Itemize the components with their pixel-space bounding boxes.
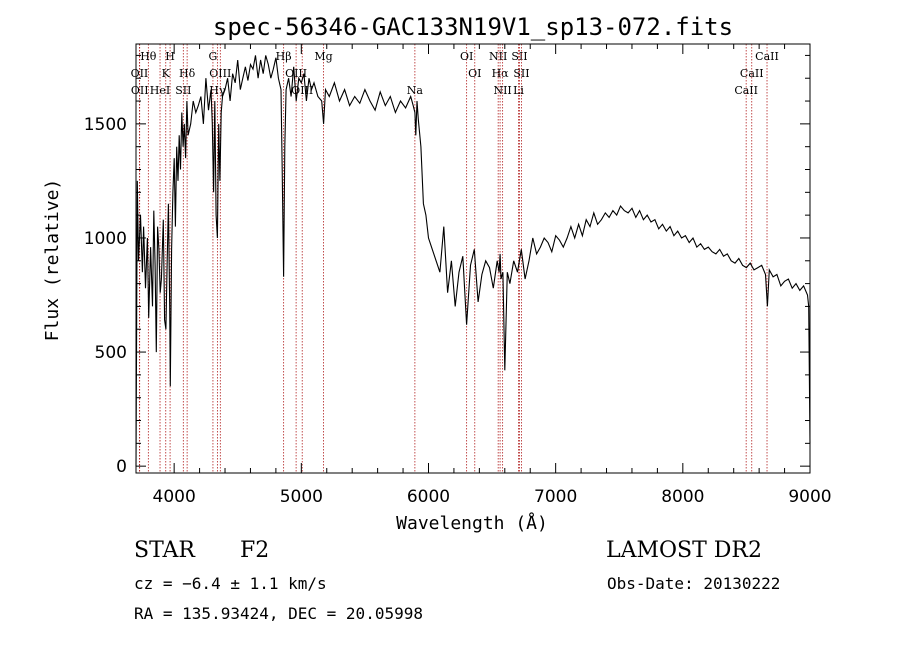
marker-label: Hδ — [179, 67, 196, 80]
y-axis-label: Flux (relative) — [42, 179, 63, 342]
marker-label: Hβ — [276, 50, 292, 63]
marker-label: OII — [131, 67, 149, 80]
x-tick-label: 4000 — [153, 487, 196, 507]
marker-label: K — [162, 67, 171, 80]
chart-title: spec-56346-GAC133N19V1_sp13-072.fits — [213, 13, 733, 41]
y-tick-label: 500 — [95, 343, 127, 363]
x-tick-label: 7000 — [534, 487, 577, 507]
redshift-cz: cz = −6.4 ± 1.1 km/s — [134, 574, 327, 593]
spectrum-line — [135, 55, 811, 467]
marker-label: OIII — [285, 67, 307, 80]
marker-label: CaII — [734, 84, 758, 97]
marker-label: NII — [489, 50, 507, 63]
marker-label: Li — [513, 84, 524, 97]
marker-label: OI — [460, 50, 473, 63]
marker-label: OI — [468, 67, 481, 80]
line-markers: Hθ OII OII HK HeI Hδ SII G OIII Hγ Hβ OIII OIII Mg Na O… — [131, 44, 779, 473]
x-tick-label: 8000 — [661, 487, 704, 507]
x-tick-label: 9000 — [788, 487, 831, 507]
marker-label: OIII — [291, 84, 313, 97]
x-tick-label: 5000 — [280, 487, 323, 507]
marker-label: G — [209, 50, 218, 63]
marker-label: CaII — [755, 50, 779, 63]
ra-dec-coordinates: RA = 135.93424, DEC = 20.05998 — [134, 604, 423, 623]
object-class: STAR — [134, 538, 195, 563]
marker-label: OIII — [209, 67, 231, 80]
marker-label: OII — [131, 84, 149, 97]
axes: 4000 5000 6000 7000 8000 9000 0 500 1000 1500 — [84, 44, 832, 507]
marker-label: Mg — [314, 50, 332, 63]
marker-label: SII — [511, 50, 527, 63]
marker-label: H — [165, 50, 175, 63]
x-tick-label: 6000 — [407, 487, 450, 507]
spectrum-plot: spec-56346-GAC133N19V1_sp13-072.fits Hθ O… — [42, 13, 832, 534]
marker-label: NII — [493, 84, 511, 97]
marker-label: CaII — [740, 67, 764, 80]
marker-label: SII — [175, 84, 191, 97]
y-tick-label: 1500 — [84, 115, 127, 135]
x-axis-label: Wavelength (Å) — [396, 512, 548, 534]
marker-label: Hθ — [140, 50, 157, 63]
plot-frame — [135, 43, 811, 474]
observation-date: Obs-Date: 20130222 — [607, 574, 781, 593]
marker-label: SII — [513, 67, 529, 80]
marker-label: Hα — [492, 67, 510, 80]
marker-label: Hγ — [209, 84, 226, 97]
y-tick-label: 0 — [116, 457, 127, 477]
marker-label: Na — [407, 84, 424, 97]
survey-label: LAMOST DR2 — [606, 538, 762, 563]
object-subclass: F2 — [240, 538, 270, 563]
y-tick-label: 1000 — [84, 229, 127, 249]
marker-label: HeI — [150, 84, 170, 97]
